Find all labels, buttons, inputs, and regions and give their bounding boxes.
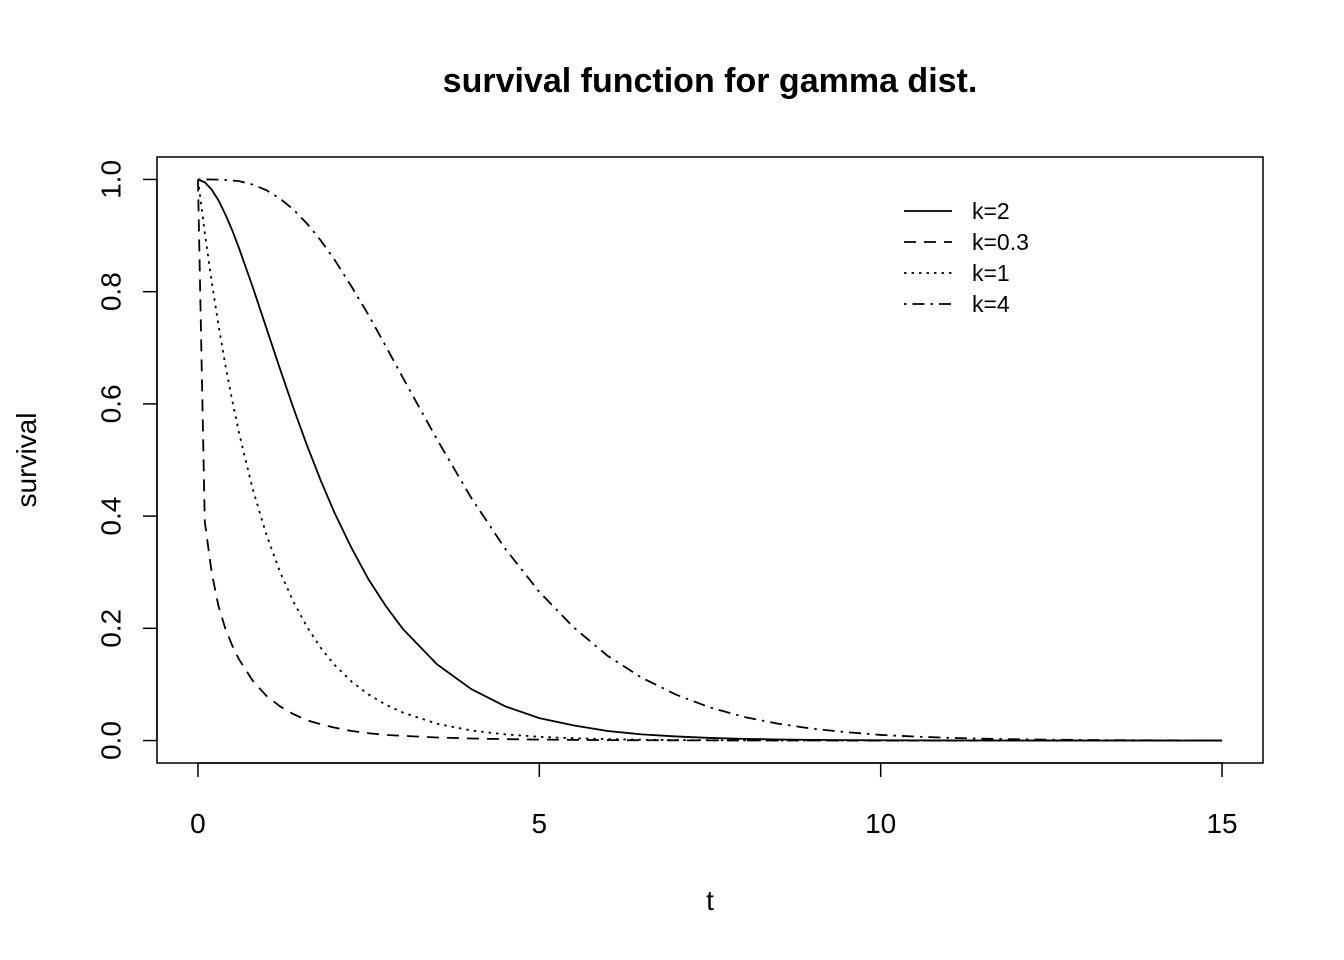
x-tick-label: 0 [190,808,206,839]
series-layer [197,178,1223,742]
y-tick-label: 0.0 [96,721,127,760]
y-tick-label: 0.6 [96,384,127,423]
x-axis-title: t [706,885,714,916]
series-line-1 [197,179,1223,742]
y-axis: 0.0 0.2 0.4 0.6 0.8 1.0 [96,160,158,760]
y-tick-label: 1.0 [96,160,127,199]
legend-label: k=2 [972,198,1010,224]
series-line-3 [197,178,1223,742]
y-tick-label: 0.2 [96,609,127,648]
chart-title: survival function for gamma dist. [443,62,978,100]
x-tick-label: 5 [532,808,548,839]
y-axis-title: survival [11,413,42,508]
legend-label: k=4 [972,291,1010,317]
y-tick-label: 0.8 [96,272,127,311]
series-line-2 [197,179,1223,742]
x-tick-label: 10 [865,808,896,839]
plot-frame [156,156,1264,764]
x-axis: 0 5 10 15 [190,762,1238,839]
legend: k=2 k=0.3 k=1 k=4 [904,198,1029,317]
x-tick-label: 15 [1206,808,1237,839]
series-line-0 [197,178,1223,742]
legend-label: k=1 [972,260,1010,286]
legend-label: k=0.3 [972,229,1029,255]
y-tick-label: 0.4 [96,497,127,536]
